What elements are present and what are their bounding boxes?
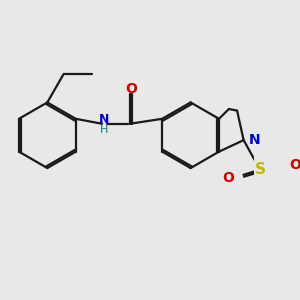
Text: O: O [222,171,234,185]
Text: O: O [125,82,137,96]
Text: N: N [249,133,260,147]
Text: H: H [100,125,108,135]
Text: S: S [254,162,266,177]
Text: O: O [290,158,300,172]
Text: N: N [98,113,109,126]
